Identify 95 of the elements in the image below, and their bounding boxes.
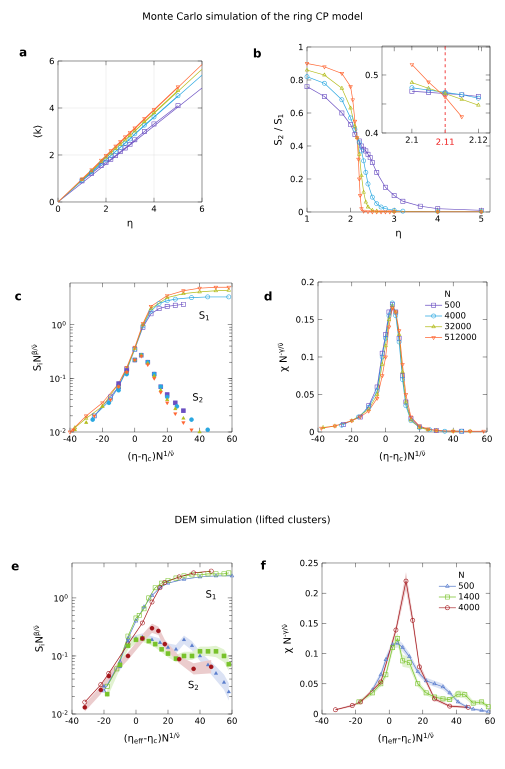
y-tick-label: 0.2 [306,590,318,596]
y-axis-title: S$_{2}$ / S$_{1}$ [274,114,284,145]
x-tick-label: 4 [152,206,156,212]
x-tick-label: 40 [448,436,458,442]
x-tick-label: 2.12 [470,136,487,143]
y-tick-label: 0.05 [300,680,318,687]
text: Monte Carlo simulation of the ring CP model [143,12,362,22]
x-axis-title: (η-η$_{c}$)N$^{1/ν̄}$ [128,450,174,462]
x-tick-label: 0 [134,718,138,724]
ref-line-label: 2.11 [436,138,454,145]
y-tick-label: 0.5 [366,72,378,78]
x-tick-label: -20 [97,718,110,724]
legend-title: N [459,572,464,578]
legend-label: 1400 [459,593,480,600]
annotation: S$_{2}$ [193,393,202,402]
x-axis-title: (η-η$_{c}$)N$^{1/ν̄}$ [380,450,426,462]
legend-label: 32000 [445,322,471,330]
x-tick-label: -40 [311,436,324,442]
y-tick-label: 0 [310,428,314,436]
x-tick-label: 2.1 [406,136,418,143]
y-tick-label: 2 [50,152,54,158]
text: a [20,50,26,56]
x-tick-label: 60 [227,436,237,442]
y-tick-label: 10$^{0}$ [54,594,68,602]
y-tick-label: 4 [50,104,54,112]
x-tick-label: 20 [163,718,173,724]
y-tick-label: 0.25 [300,560,318,566]
x-tick-label: -40 [65,718,78,724]
x-tick-label: -20 [349,718,362,724]
x-axis-title: η [396,230,401,238]
y-tick-label: 0.2 [290,176,303,182]
x-tick-label: 0 [387,718,392,724]
y-tick-label: 10$^{-2}$ [50,428,66,436]
x-tick-label: 20 [414,436,424,442]
y-tick-label: 0 [314,710,318,718]
x-axis-title: (η$_{eff}$-η$_{c}$)N$^{1/ν̄}$ [124,732,180,744]
x-tick-label: 3 [392,216,396,222]
y-tick-label: 0.2 [302,278,314,286]
x-tick-label: 4 [435,216,440,222]
y-tick-label: 10$^{-1}$ [52,652,68,660]
text: d [264,291,272,301]
y-axis-title: S$_{i}$N$^{β/ν̄}$ [34,626,44,652]
y-tick-label: 10$^{0}$ [52,321,66,328]
y-tick-label: 10$^{-2}$ [52,710,68,718]
x-axis-title: (η$_{eff}$-η$_{c}$)N$^{1/ν̄}$ [378,732,434,744]
y-axis-title: χ N$^{-γ/ν̄}$ [278,342,289,372]
x-tick-label: 0 [383,436,388,442]
y-axis-title: χ N$^{-γ/ν̄}$ [282,624,293,654]
y-tick-label: 0.8 [290,76,303,84]
text: e [12,564,19,570]
annotation: S$_{2}$ [188,680,198,690]
y-axis-title: ⟨k⟩ [33,126,42,138]
x-axis-title: η [128,220,132,228]
x-tick-label: 20 [162,436,172,442]
y-tick-label: 0.15 [296,316,314,323]
x-tick-label: -40 [63,436,76,442]
x-tick-label: 5 [479,216,484,222]
x-tick-label: 6 [200,206,204,212]
x-tick-label: -40 [315,718,328,724]
y-tick-label: 0 [50,198,54,206]
x-tick-label: 40 [194,436,204,442]
y-tick-label: 0.1 [302,354,314,360]
legend-label: 500 [445,301,460,308]
text: b [254,48,261,58]
x-tick-label: 60 [485,718,495,724]
x-tick-label: 2 [348,216,352,222]
y-tick-label: 0.1 [306,650,318,657]
y-tick-label: 6 [50,58,54,64]
y-axis-title: S$_{i}$N$^{β/ν̄}$ [32,344,42,371]
legend-label: 500 [458,582,474,589]
legend-label: 4000 [444,312,466,319]
text: DEM simulation (lifted clusters) [175,516,330,524]
y-tick-label: 0.6 [290,110,303,116]
x-tick-label: -20 [345,436,358,442]
text: f [260,560,266,570]
annotation: S$_{1}$ [199,311,209,320]
x-tick-label: 60 [482,436,492,442]
y-tick-label: 0.4 [366,130,378,136]
x-tick-label: 20 [418,718,428,724]
legend-label: 4000 [458,604,480,610]
text: c [15,294,21,300]
x-tick-label: 40 [195,718,205,724]
x-tick-label: 2 [104,206,108,212]
x-tick-label: 60 [227,718,237,724]
y-tick-label: 0.05 [296,391,314,398]
legend-title: N [445,290,450,297]
x-tick-label: -20 [96,436,109,442]
y-tick-label: 10$^{-1}$ [50,374,66,382]
annotation: S$_{1}$ [206,590,216,600]
y-tick-label: 0.15 [300,620,318,627]
x-tick-label: 40 [451,718,462,724]
y-tick-label: 1 [299,44,303,50]
y-tick-label: 0.4 [290,142,303,150]
legend-label: 512000 [445,334,476,340]
x-tick-label: 0 [132,436,137,442]
